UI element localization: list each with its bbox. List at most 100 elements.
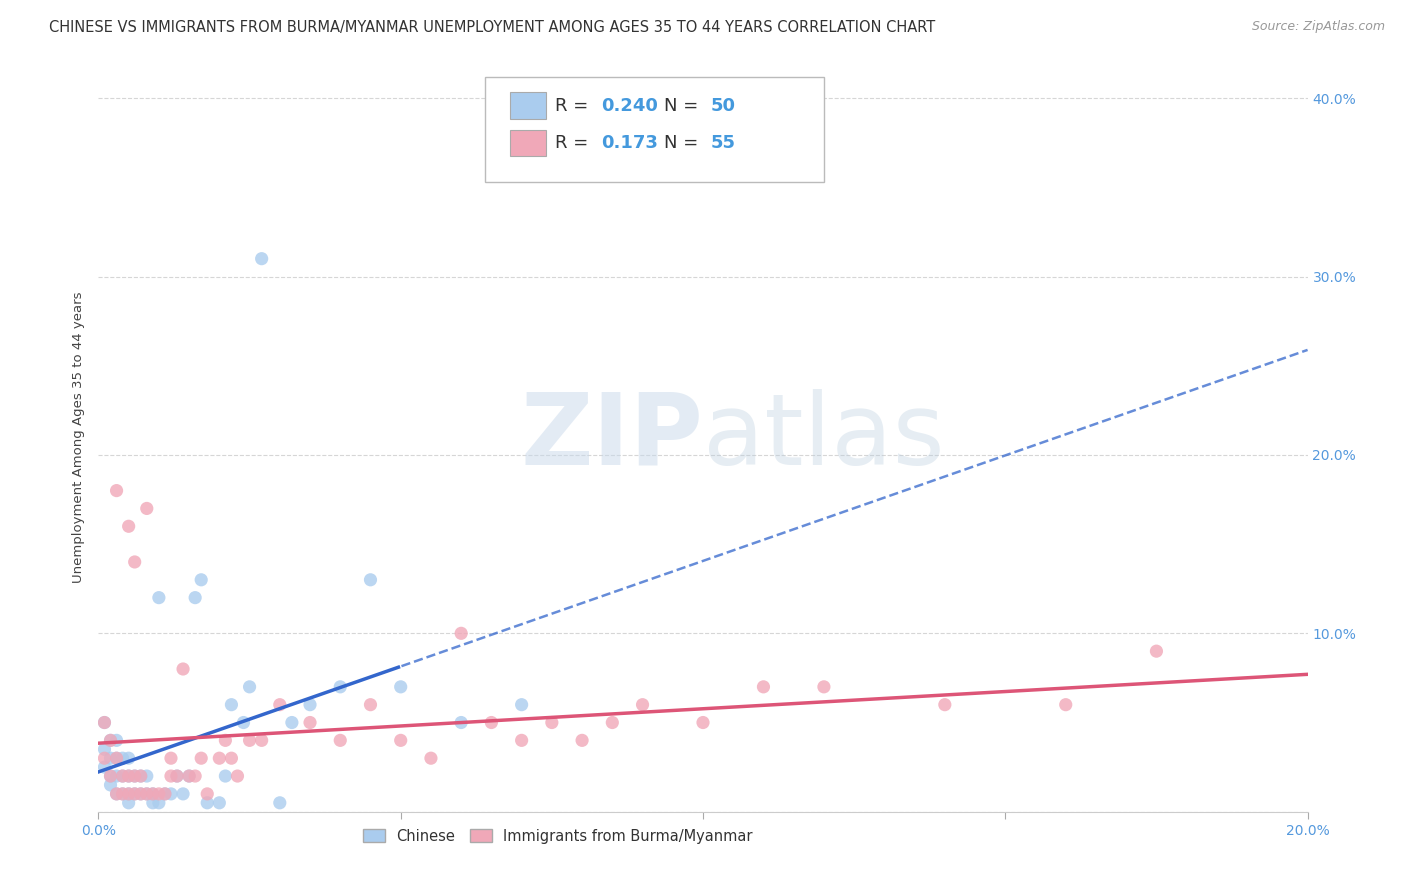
Point (510, 733, 533, 747)
Point (129, 769, 152, 783)
Point (813, 680, 835, 694)
Point (129, 787, 152, 801)
Point (100, 733, 122, 747)
Point (329, 733, 352, 747)
Point (299, 698, 322, 712)
Point (1054, 698, 1077, 712)
Point (111, 787, 134, 801)
Point (111, 787, 134, 801)
Point (142, 787, 165, 801)
Point (602, 715, 624, 730)
Point (105, 787, 128, 801)
Point (100, 769, 122, 783)
Point (221, 698, 243, 712)
Point (153, 787, 176, 801)
Point (208, 796, 231, 810)
Point (135, 787, 157, 801)
Point (93, 760, 115, 774)
Point (148, 787, 170, 801)
Point (360, 698, 382, 712)
FancyBboxPatch shape (485, 78, 824, 182)
Point (93, 715, 115, 730)
Point (129, 769, 152, 783)
Point (239, 733, 262, 747)
Point (111, 769, 134, 783)
Point (124, 769, 146, 783)
Point (129, 787, 152, 801)
Point (135, 787, 157, 801)
Point (118, 769, 141, 783)
Point (124, 787, 146, 801)
Point (239, 680, 262, 694)
Point (124, 555, 146, 569)
Point (360, 573, 382, 587)
Point (269, 796, 291, 810)
Point (105, 787, 128, 801)
Text: R =: R = (555, 134, 600, 152)
Point (118, 751, 141, 765)
Point (105, 751, 128, 765)
Point (100, 733, 122, 747)
Point (135, 769, 157, 783)
Point (1144, 644, 1167, 658)
Point (153, 787, 176, 801)
Point (571, 733, 593, 747)
Point (389, 733, 412, 747)
FancyBboxPatch shape (509, 93, 546, 119)
Point (184, 769, 207, 783)
Point (179, 769, 201, 783)
Text: N =: N = (664, 134, 704, 152)
Point (93, 715, 115, 730)
Point (105, 769, 128, 783)
Text: Source: ZipAtlas.com: Source: ZipAtlas.com (1251, 20, 1385, 33)
Point (160, 769, 183, 783)
Point (148, 796, 170, 810)
Text: 0.173: 0.173 (602, 134, 658, 152)
Point (100, 769, 122, 783)
Point (692, 715, 714, 730)
Point (540, 715, 562, 730)
Point (420, 751, 443, 765)
Point (148, 591, 170, 605)
Point (100, 751, 122, 765)
Point (299, 715, 322, 730)
Text: atlas: atlas (703, 389, 945, 485)
FancyBboxPatch shape (509, 130, 546, 156)
Point (111, 769, 134, 783)
Y-axis label: Unemployment Among Ages 35 to 44 years: Unemployment Among Ages 35 to 44 years (72, 292, 86, 582)
Text: CHINESE VS IMMIGRANTS FROM BURMA/MYANMAR UNEMPLOYMENT AMONG AGES 35 TO 44 YEARS : CHINESE VS IMMIGRANTS FROM BURMA/MYANMAR… (49, 20, 935, 35)
Point (166, 769, 188, 783)
Point (195, 796, 218, 810)
Point (118, 519, 141, 533)
Point (166, 769, 188, 783)
Point (450, 626, 472, 640)
Point (93, 751, 115, 765)
Point (510, 698, 533, 712)
Point (160, 787, 183, 801)
Point (160, 751, 183, 765)
Point (752, 680, 775, 694)
Point (232, 715, 254, 730)
Point (118, 787, 141, 801)
Point (172, 662, 194, 676)
Point (195, 787, 218, 801)
Point (329, 680, 352, 694)
Point (450, 715, 472, 730)
Point (142, 796, 165, 810)
Point (631, 698, 654, 712)
Point (172, 787, 194, 801)
Point (124, 769, 146, 783)
Text: R =: R = (555, 96, 595, 114)
Point (118, 796, 141, 810)
Text: 0.240: 0.240 (602, 96, 658, 114)
Point (481, 715, 503, 730)
Point (190, 573, 212, 587)
Point (389, 680, 412, 694)
Point (105, 751, 128, 765)
Point (226, 769, 249, 783)
Point (208, 751, 231, 765)
Point (100, 778, 122, 792)
Point (214, 733, 236, 747)
Point (269, 698, 291, 712)
Point (281, 715, 304, 730)
